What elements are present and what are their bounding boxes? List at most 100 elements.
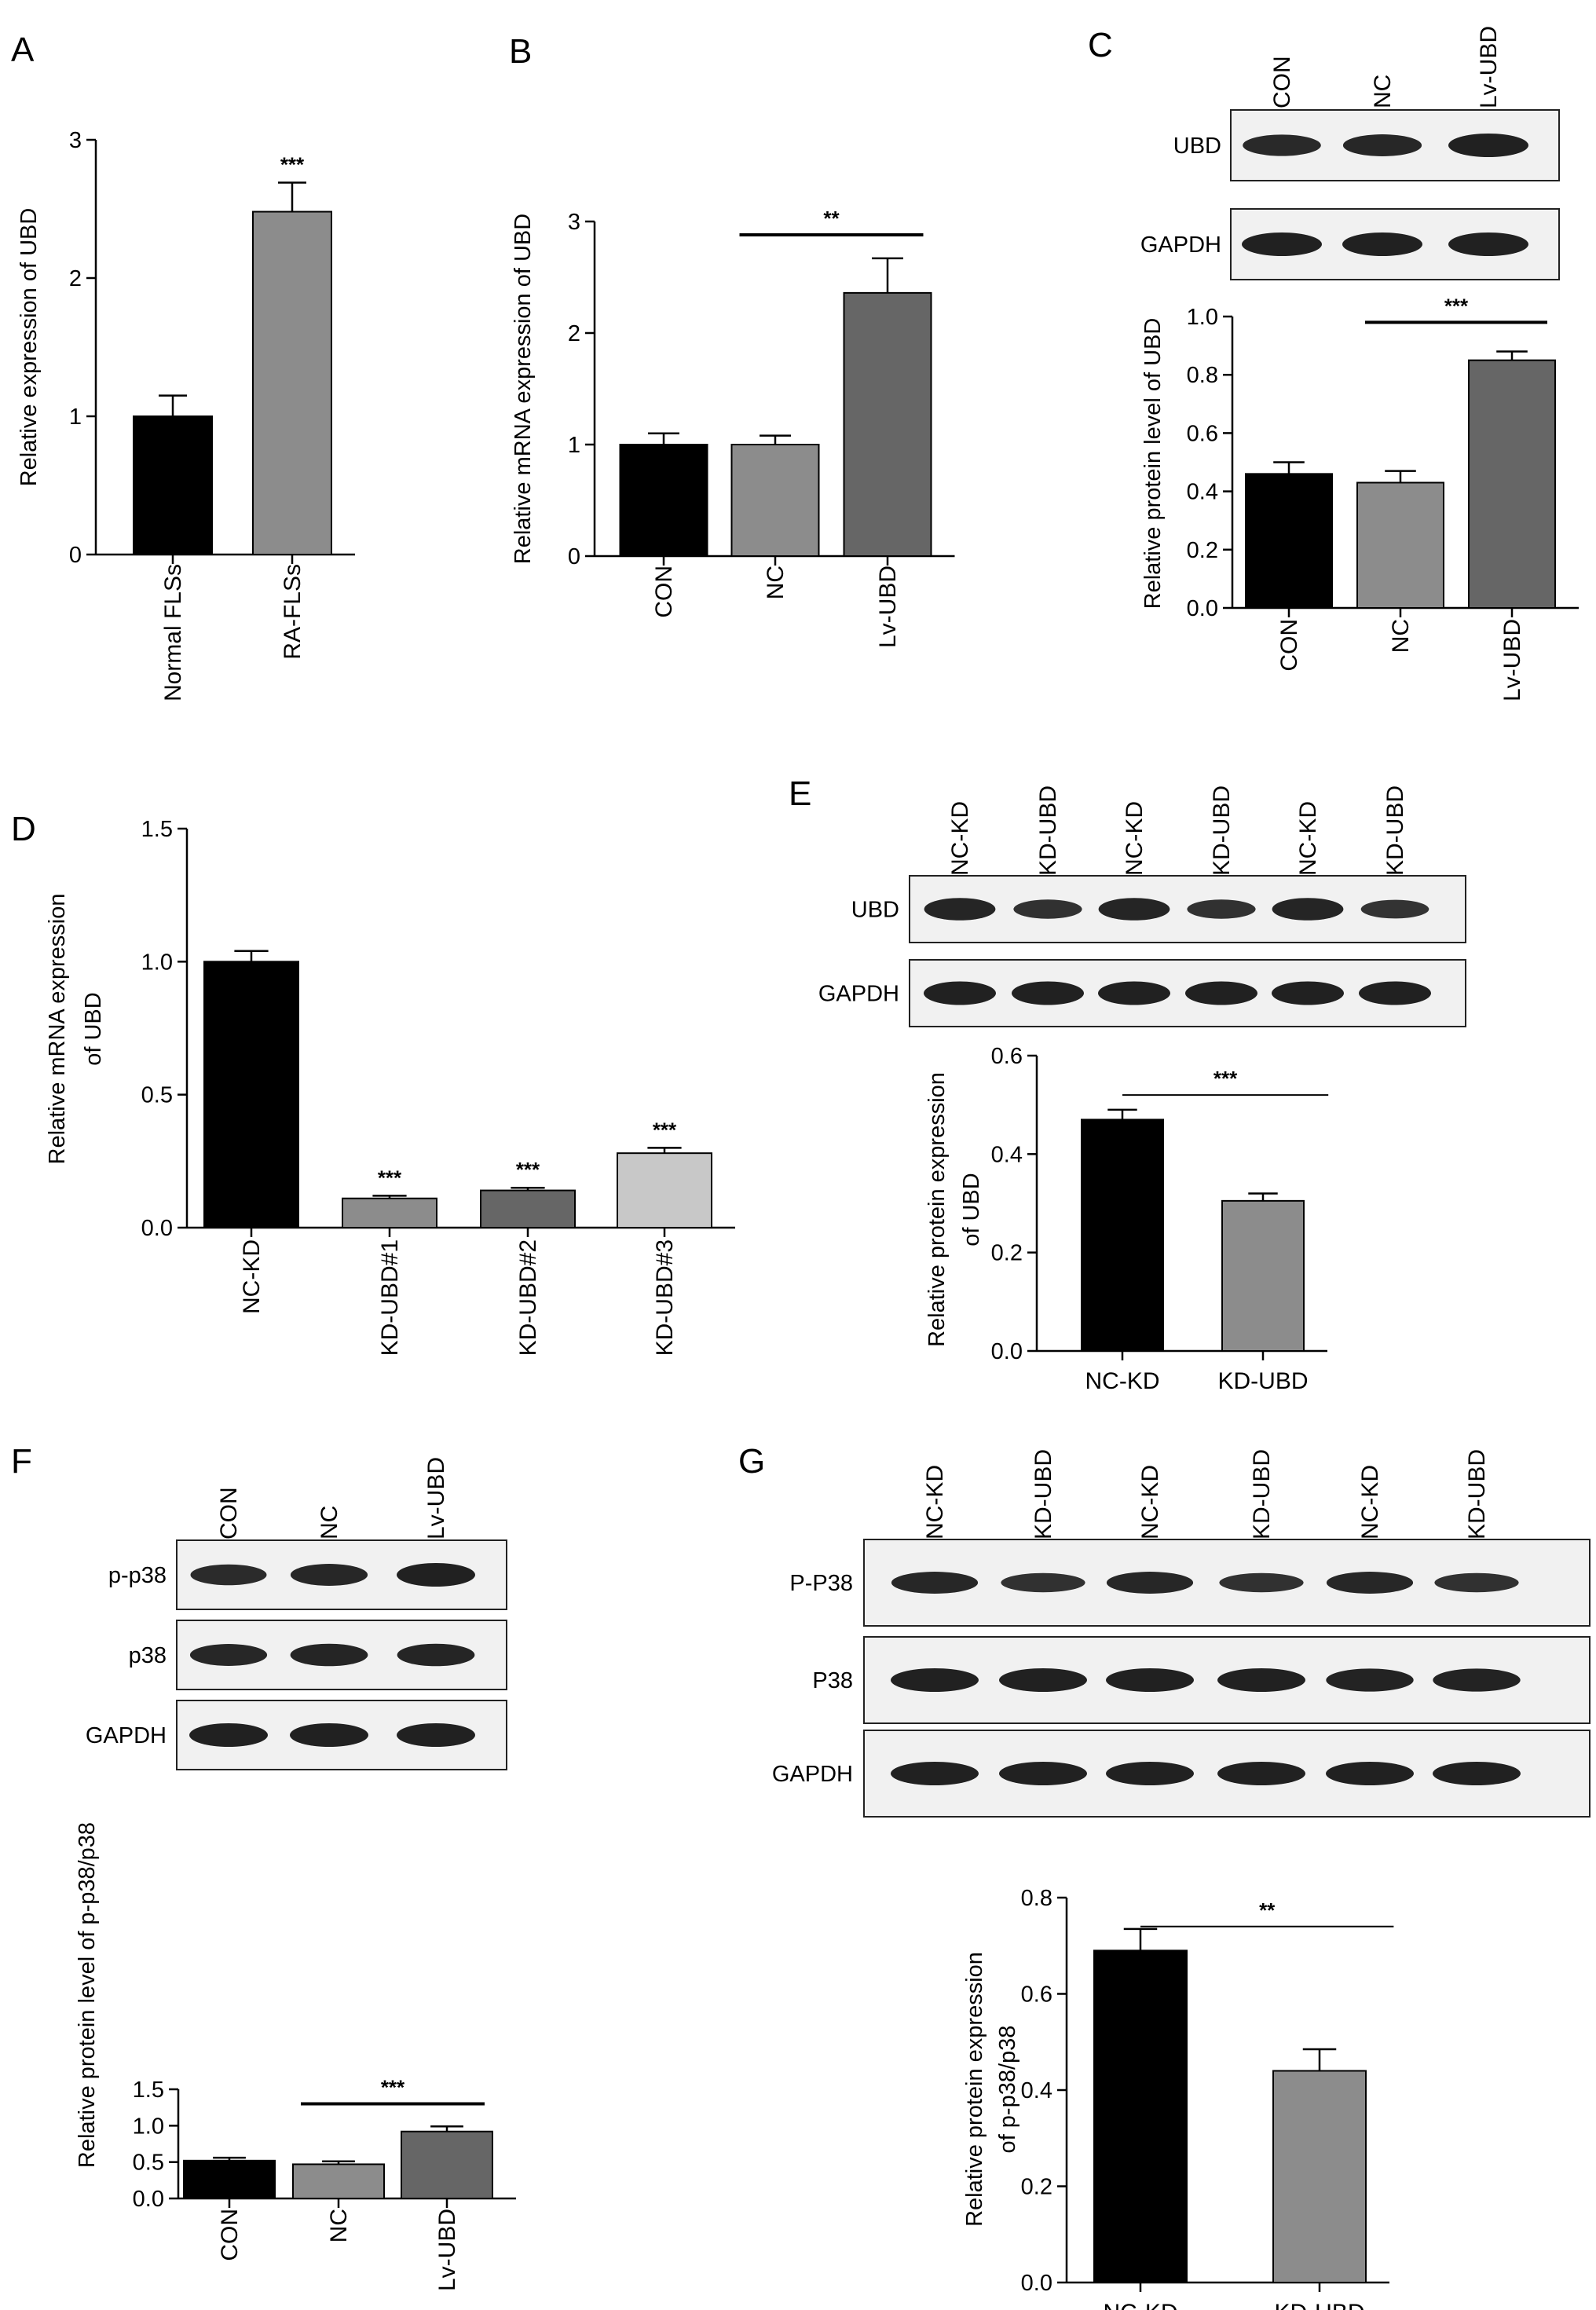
- blot-band: [397, 1563, 475, 1587]
- blot-row: p-p38: [108, 1539, 507, 1610]
- significance-label: ***: [1213, 1067, 1238, 1090]
- panel-letter: A: [11, 31, 35, 69]
- lane-label: Lv-UBD: [423, 1457, 449, 1539]
- panel-b: B 0 1 2 3 Relative mRNA expression of UBD CON N…: [509, 32, 955, 648]
- x-tick-label: NC-KD: [239, 1239, 265, 1314]
- y-tick-label: 0.4: [991, 1142, 1023, 1167]
- y-tick-label: 0.6: [1187, 421, 1218, 446]
- blot-band: [290, 1723, 368, 1747]
- lane-label: KD-UBD: [1030, 1449, 1056, 1539]
- blot-band: [891, 1668, 979, 1692]
- x-tick-label: Lv-UBD: [1499, 619, 1525, 701]
- blot-row: UBD: [1173, 109, 1560, 181]
- y-tick-label: 0.6: [991, 1044, 1023, 1069]
- y-tick-label: 0.0: [133, 2187, 164, 2212]
- significance-label: ***: [280, 153, 305, 177]
- blot-band: [1217, 1668, 1305, 1692]
- y-tick-label: 0.2: [1021, 2175, 1052, 2200]
- y-tick-label: 0.0: [141, 1216, 173, 1241]
- y-tick-label: 0.6: [1021, 1982, 1052, 2008]
- significance-label: **: [1259, 1898, 1276, 1922]
- lane-label: NC-KD: [1137, 1465, 1163, 1539]
- y-tick-label: 0.0: [1021, 2271, 1052, 2296]
- lane-label: KD-UBD: [1035, 785, 1061, 876]
- y-tick-label: 0.8: [1187, 363, 1218, 388]
- blot-row-label: GAPDH: [1140, 232, 1221, 258]
- y-tick-label: 3: [69, 128, 82, 153]
- blot-band: [397, 1723, 475, 1747]
- y-tick-label: 0.2: [1187, 538, 1218, 563]
- panel-letter: C: [1088, 26, 1113, 64]
- blot-row-label: UBD: [1173, 134, 1221, 159]
- bar: [480, 1189, 576, 1229]
- bar: [619, 444, 708, 557]
- x-tick-label: CON: [217, 2209, 243, 2261]
- y-tick-label: 0.5: [133, 2151, 164, 2176]
- y-axis-label: of UBD: [959, 1173, 984, 1246]
- blot-band: [397, 1643, 475, 1667]
- bar: [1245, 473, 1333, 610]
- x-tick-label: KD-UBD#2: [515, 1239, 541, 1356]
- blot-band: [1360, 899, 1429, 919]
- y-tick-label: 0.0: [1187, 596, 1218, 621]
- y-tick-label: 1: [568, 433, 580, 458]
- blot-band: [1098, 981, 1170, 1005]
- panel-letter: F: [11, 1442, 32, 1481]
- bar: [617, 1152, 712, 1229]
- y-axis-label: Relative protein expression: [962, 1952, 987, 2227]
- blot-band: [1342, 134, 1422, 156]
- blot-band: [1272, 898, 1344, 921]
- y-tick-label: 1.0: [1187, 305, 1218, 330]
- y-tick-label: 2: [69, 266, 82, 291]
- x-tick-label: NC: [763, 566, 789, 599]
- x-tick-label: KD-UBD: [1217, 1368, 1308, 1394]
- y-tick-label: 3: [568, 210, 580, 235]
- y-tick-label: 0.2: [991, 1241, 1023, 1266]
- panel-d: D 0.0 0.5 1.0 1.5 Relative mRNA expression of …: [11, 810, 735, 1356]
- y-tick-label: 0.0: [991, 1339, 1023, 1364]
- blot-row-label: GAPDH: [772, 1762, 853, 1787]
- x-tick-label: CON: [1276, 619, 1302, 672]
- blot-band: [1217, 1762, 1305, 1785]
- blot-band: [1106, 1668, 1194, 1692]
- blot-band: [891, 1572, 979, 1594]
- blot-row: GAPDH: [86, 1700, 507, 1770]
- blot-band: [1242, 232, 1322, 256]
- y-axis-label: Relative expression of UBD: [16, 208, 42, 487]
- lane-label: NC-KD: [922, 1465, 948, 1539]
- significance-label: **: [823, 207, 840, 230]
- x-tick-label: KD-UBD: [1274, 2300, 1364, 2310]
- blot-band: [1106, 1762, 1194, 1785]
- blot-band: [1448, 232, 1528, 256]
- y-axis-label: Relative mRNA expression of UBD: [511, 214, 536, 564]
- blot-row: GAPDH: [818, 959, 1466, 1027]
- blot-band: [1448, 134, 1528, 157]
- significance-label: ***: [381, 2076, 405, 2100]
- bar: [1093, 1949, 1188, 2283]
- y-axis-label: Relative protein expression: [924, 1072, 950, 1347]
- blot-row-label: p-p38: [108, 1563, 167, 1588]
- blot-row: GAPDH: [1140, 208, 1560, 280]
- blot-band: [1326, 1762, 1414, 1785]
- lane-label: CON: [216, 1487, 242, 1539]
- y-axis-label: Relative mRNA expression: [45, 894, 70, 1165]
- blot-band: [1001, 1572, 1085, 1593]
- lane-label: CON: [1269, 56, 1295, 108]
- lane-label: NC-KD: [947, 801, 973, 876]
- lane-label: KD-UBD: [1209, 785, 1235, 876]
- bar: [183, 2159, 276, 2199]
- blot-band: [999, 1762, 1087, 1785]
- blot-band: [1219, 1572, 1304, 1593]
- bar: [843, 291, 932, 557]
- panel-letter: G: [738, 1442, 765, 1481]
- panel-g: G NC-KD KD-UBD NC-KD KD-UBD NC-KD KD-UBD P-P38 P…: [738, 1442, 1591, 2310]
- y-tick-label: 0.5: [141, 1083, 173, 1108]
- blot-band: [290, 1564, 368, 1586]
- bar: [252, 210, 332, 555]
- blot-row-label: GAPDH: [818, 982, 899, 1007]
- x-tick-label: KD-UBD#1: [377, 1239, 403, 1356]
- x-tick-label: NC-KD: [1104, 2300, 1178, 2310]
- bar: [203, 961, 299, 1229]
- panel-a: A 0 1 2 3 Relative expression of UBD Normal FL…: [11, 31, 355, 701]
- x-tick-label: CON: [651, 566, 677, 618]
